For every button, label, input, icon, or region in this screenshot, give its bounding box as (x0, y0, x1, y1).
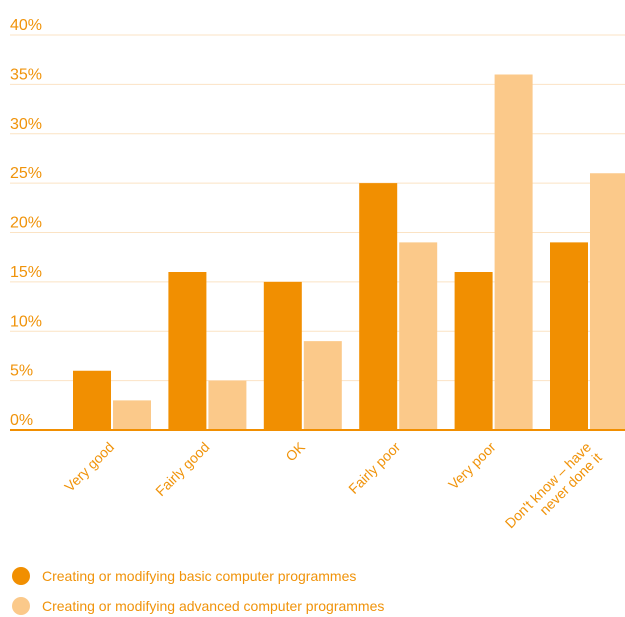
gridlines (10, 34, 625, 382)
x-tick-label: OK (282, 438, 308, 464)
x-tick-label: Don't know – havenever done it (502, 439, 605, 542)
legend: Creating or modifying basic computer pro… (12, 566, 384, 617)
legend-swatch-basic (12, 567, 30, 585)
legend-swatch-advanced (12, 597, 30, 615)
legend-item-advanced: Creating or modifying advanced computer … (12, 596, 384, 616)
x-tick-label: Fairly good (152, 439, 212, 499)
bar (590, 173, 625, 430)
legend-item-basic: Creating or modifying basic computer pro… (12, 566, 384, 586)
bar (73, 370, 111, 430)
bar (399, 242, 438, 430)
bar (494, 74, 533, 430)
x-tick-label: Fairly poor (345, 439, 403, 497)
bar (303, 341, 342, 430)
y-tick-label: 0% (10, 412, 33, 429)
y-tick-label: 25% (10, 165, 42, 182)
x-tick-label: Very poor (445, 439, 499, 493)
legend-label-basic: Creating or modifying basic computer pro… (42, 568, 357, 584)
legend-label-advanced: Creating or modifying advanced computer … (42, 598, 385, 614)
x-tick-label-line: OK (282, 438, 308, 464)
bar (550, 242, 588, 430)
x-tick-label: Very good (61, 439, 117, 495)
x-tick-label-line: Fairly poor (345, 439, 403, 497)
y-tick-label: 30% (10, 116, 42, 133)
bar (168, 272, 207, 430)
bar (263, 281, 302, 430)
bars (73, 74, 625, 430)
y-tick-label: 35% (10, 66, 42, 83)
y-tick-label: 5% (10, 363, 33, 380)
y-tick-label: 20% (10, 215, 42, 232)
x-tick-label-line: Very poor (445, 439, 499, 493)
bar (454, 272, 493, 430)
bar (208, 380, 247, 430)
x-tick-label-line: Very good (61, 439, 117, 495)
bar (359, 183, 398, 430)
x-tick-label-line: Fairly good (152, 439, 212, 499)
y-tick-label: 40% (10, 17, 42, 34)
y-tick-label: 10% (10, 313, 42, 330)
bar (113, 400, 151, 430)
y-tick-label: 15% (10, 264, 42, 281)
